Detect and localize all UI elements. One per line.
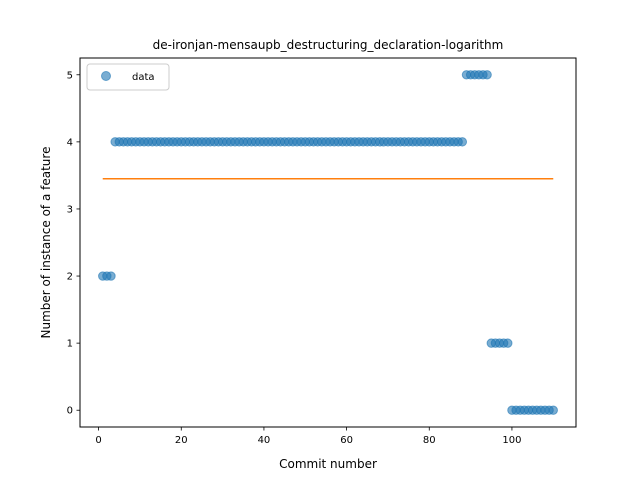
data-point (482, 70, 492, 80)
y-tick-label: 2 (67, 272, 73, 283)
legend-label-data: data (132, 72, 155, 83)
data-point (503, 338, 513, 348)
legend-marker-data (101, 71, 111, 81)
x-tick-label: 0 (95, 435, 101, 446)
x-axis-label: Commit number (279, 457, 377, 471)
data-point (457, 137, 468, 147)
y-tick-label: 1 (67, 339, 73, 350)
chart-title: de-ironjan-mensaupb_destructuring_declar… (153, 38, 504, 52)
axis-ticks: 0 20 40 60 80 100 0 1 2 3 4 5 (67, 70, 522, 446)
data-point (106, 271, 116, 281)
legend: data (86, 63, 170, 91)
y-tick-label: 3 (67, 204, 73, 215)
plot-area (98, 70, 558, 415)
x-tick-label: 80 (423, 435, 436, 446)
y-tick-label: 0 (67, 406, 73, 417)
legend-frame (86, 63, 170, 91)
x-tick-label: 40 (258, 435, 271, 446)
x-tick-label: 20 (175, 435, 188, 446)
x-tick-label: 100 (502, 435, 521, 446)
y-tick-label: 5 (67, 70, 73, 81)
axes-frame (79, 57, 577, 428)
data-point (548, 405, 558, 415)
y-tick-label: 4 (67, 137, 73, 148)
y-axis-label: Number of instance of a feature (39, 147, 53, 339)
x-tick-label: 60 (340, 435, 353, 446)
